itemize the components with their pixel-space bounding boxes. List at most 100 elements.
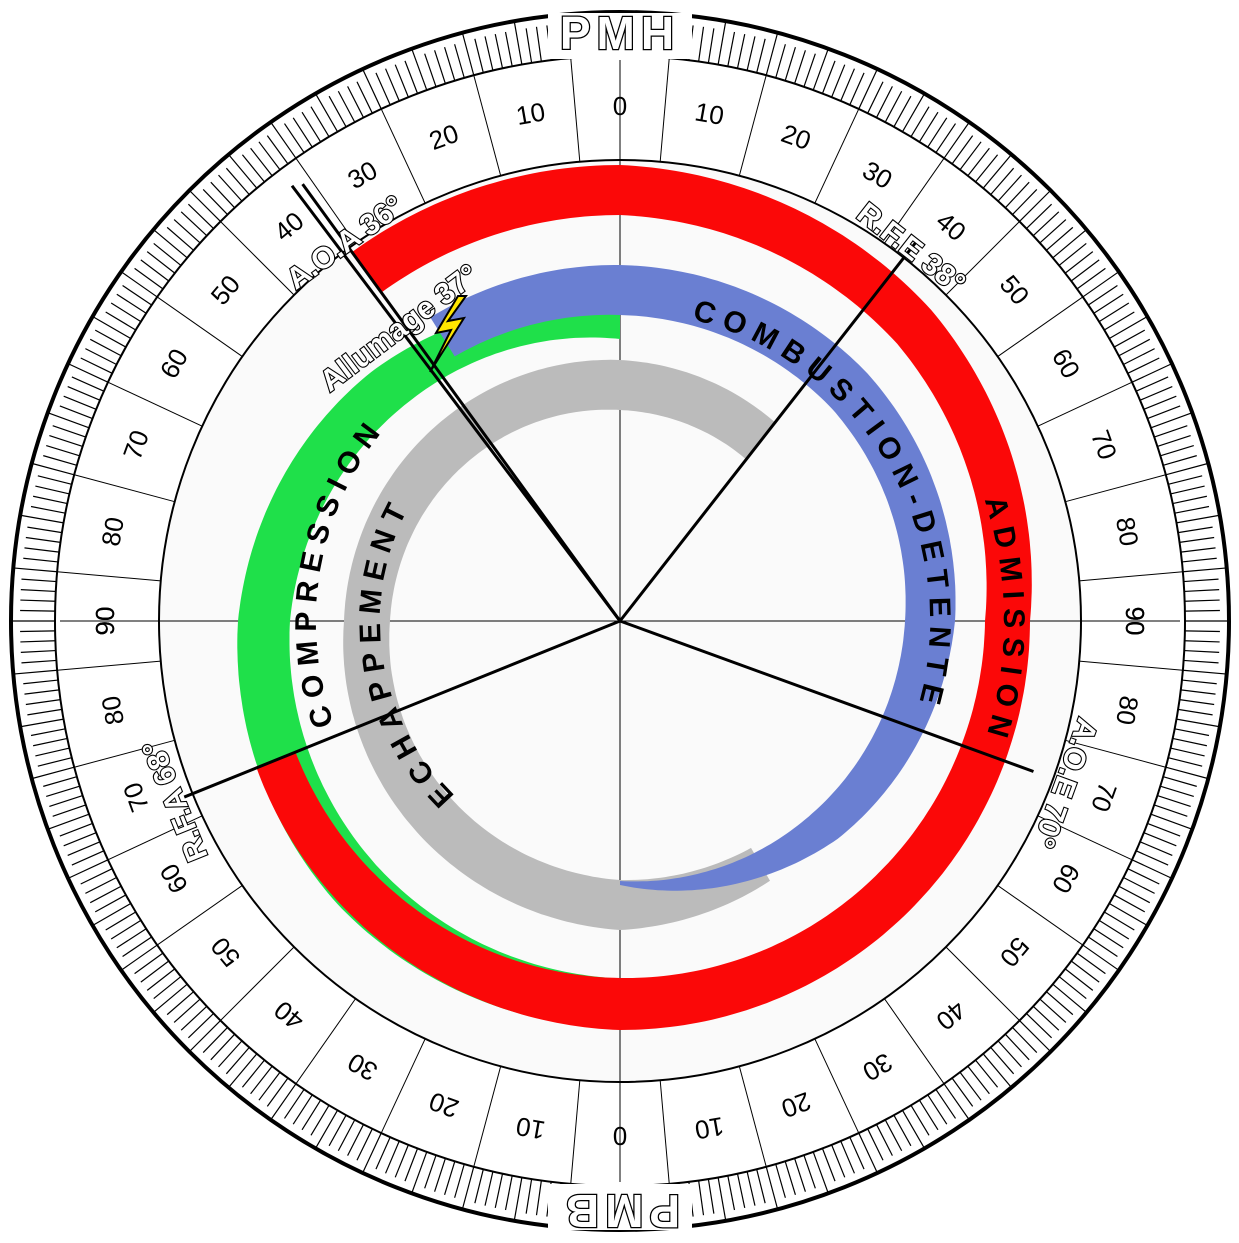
degree-tick — [1118, 338, 1151, 357]
ring-division — [945, 221, 1020, 296]
degree-tick — [1172, 495, 1208, 505]
degree-tick — [228, 154, 258, 189]
degree-tick — [434, 1158, 446, 1192]
degree-tick — [975, 1059, 999, 1088]
degree-tick — [1032, 211, 1060, 237]
degree-tick — [794, 50, 806, 84]
degree-tick — [188, 189, 221, 222]
degree-tick — [746, 1171, 756, 1206]
degree-tick — [47, 813, 90, 830]
degree-tick — [935, 123, 957, 153]
ring-division — [156, 885, 243, 946]
degree-tick — [951, 135, 974, 165]
degree-tick — [1180, 689, 1216, 695]
degree-tick — [31, 766, 75, 780]
degree-tick — [1004, 1033, 1030, 1061]
degree-tick — [67, 363, 109, 383]
degree-tick — [1139, 841, 1173, 856]
degree-tick — [535, 26, 542, 62]
degree-tick — [1064, 968, 1094, 991]
ring-division — [814, 1038, 860, 1134]
degree-tick — [52, 425, 86, 438]
degree-tick — [122, 936, 152, 958]
degree-tick — [1123, 876, 1155, 894]
degree-tick — [20, 609, 56, 612]
degree-tick — [283, 1089, 305, 1119]
degree-tick — [173, 998, 201, 1023]
degree-tick — [1082, 944, 1120, 971]
degree-tick — [849, 72, 865, 106]
degree-tick — [337, 90, 356, 123]
degree-tick — [228, 1053, 258, 1088]
degree-tick — [52, 804, 86, 817]
degree-tick — [982, 154, 1012, 189]
degree-tick — [494, 1173, 504, 1209]
degree-tick — [821, 1148, 836, 1182]
degree-tick — [858, 68, 878, 110]
degree-tick — [116, 928, 147, 949]
degree-tick — [1143, 832, 1177, 847]
degree-tick — [840, 1140, 855, 1174]
degree-tick — [63, 832, 97, 847]
degree-tick — [43, 776, 78, 787]
ring-divisions — [57, 58, 1183, 1184]
degree-tick — [250, 147, 273, 177]
degree-tick — [187, 203, 214, 229]
degree-tick — [504, 1175, 513, 1211]
ring-division — [659, 1080, 670, 1184]
ring-division — [1079, 660, 1183, 671]
degree-tick — [794, 1158, 806, 1192]
degree-tick — [893, 95, 912, 128]
degree-tick — [707, 28, 715, 64]
degree-tick — [1039, 219, 1067, 244]
degree-tick — [310, 106, 330, 138]
degree-tick — [37, 475, 72, 485]
degree-tick — [1052, 229, 1087, 259]
degree-tick — [375, 72, 391, 106]
degree-tick — [765, 1166, 779, 1210]
degree-tick — [404, 1148, 419, 1182]
degree-tick — [210, 1033, 236, 1061]
degree-tick — [990, 1047, 1015, 1075]
degree-tick — [1177, 526, 1213, 534]
event-line — [618, 241, 917, 622]
degree-tick — [1109, 315, 1148, 340]
degree-tick — [444, 47, 456, 81]
ring-division — [380, 108, 426, 204]
degree-tick — [146, 251, 176, 274]
degree-tick — [461, 32, 475, 76]
degree-tick — [362, 68, 382, 110]
phase-bands — [237, 165, 1032, 1030]
degree-tick — [94, 894, 127, 913]
degree-tick — [1176, 514, 1220, 524]
degree-tick — [918, 1099, 939, 1131]
ring-division — [74, 739, 175, 768]
degree-tick — [1174, 728, 1210, 737]
degree-tick — [756, 38, 766, 73]
degree-tick — [474, 1169, 484, 1204]
degree-tick — [784, 1161, 796, 1195]
ring-division — [295, 998, 356, 1085]
ring-division — [814, 108, 860, 204]
ring-division — [570, 58, 581, 162]
degree-tick — [803, 53, 816, 87]
degree-tick — [943, 121, 970, 159]
degree-tick — [328, 95, 347, 128]
degree-tick — [494, 33, 504, 69]
degree-tick — [314, 93, 339, 132]
degree-tick — [1181, 557, 1217, 563]
degree-tick — [1046, 991, 1074, 1016]
degree-tick — [20, 630, 56, 633]
degree-tick — [1162, 776, 1197, 787]
degree-tick — [884, 1119, 903, 1152]
ring-division — [1065, 474, 1166, 503]
degree-tick — [765, 32, 779, 76]
scale-number: 90 — [1120, 607, 1150, 636]
pmh-label: PMH — [560, 7, 680, 59]
degree-tick — [292, 117, 313, 148]
degree-tick — [812, 1151, 829, 1194]
degree-tick — [35, 747, 70, 757]
degree-tick — [241, 1059, 265, 1088]
degree-tick — [1160, 785, 1194, 797]
